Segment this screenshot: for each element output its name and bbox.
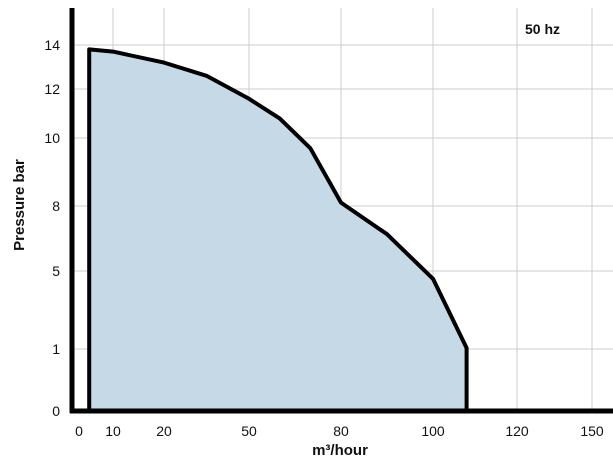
y-tick-label: 0 [52,403,60,419]
y-tick-label: 1 [52,341,60,357]
y-tick-label: 8 [52,198,60,214]
x-tick-label: 10 [105,423,121,439]
x-tick-label: 120 [505,423,529,439]
y-tick-label: 5 [52,263,60,279]
operating-range-area [89,49,467,412]
y-tick-label: 10 [44,130,60,146]
y-axis-title: Pressure bar [11,159,28,251]
x-tick-label: 150 [580,423,604,439]
x-tick-labels: 0 10 20 50 80 100 120 150 [75,423,604,439]
x-axis-title: m³/hour [312,442,368,459]
y-tick-label: 14 [44,37,60,53]
y-tick-labels: 0 1 5 8 10 12 14 [44,37,60,419]
x-tick-label: 100 [421,423,445,439]
x-tick-label: 50 [241,423,257,439]
x-tick-label: 80 [333,423,349,439]
y-tick-label: 12 [44,81,60,97]
x-tick-label: 0 [75,423,83,439]
operating-range-boundary-line [87,47,469,411]
frequency-label: 50 hz [525,21,560,37]
x-tick-label: 20 [156,423,172,439]
